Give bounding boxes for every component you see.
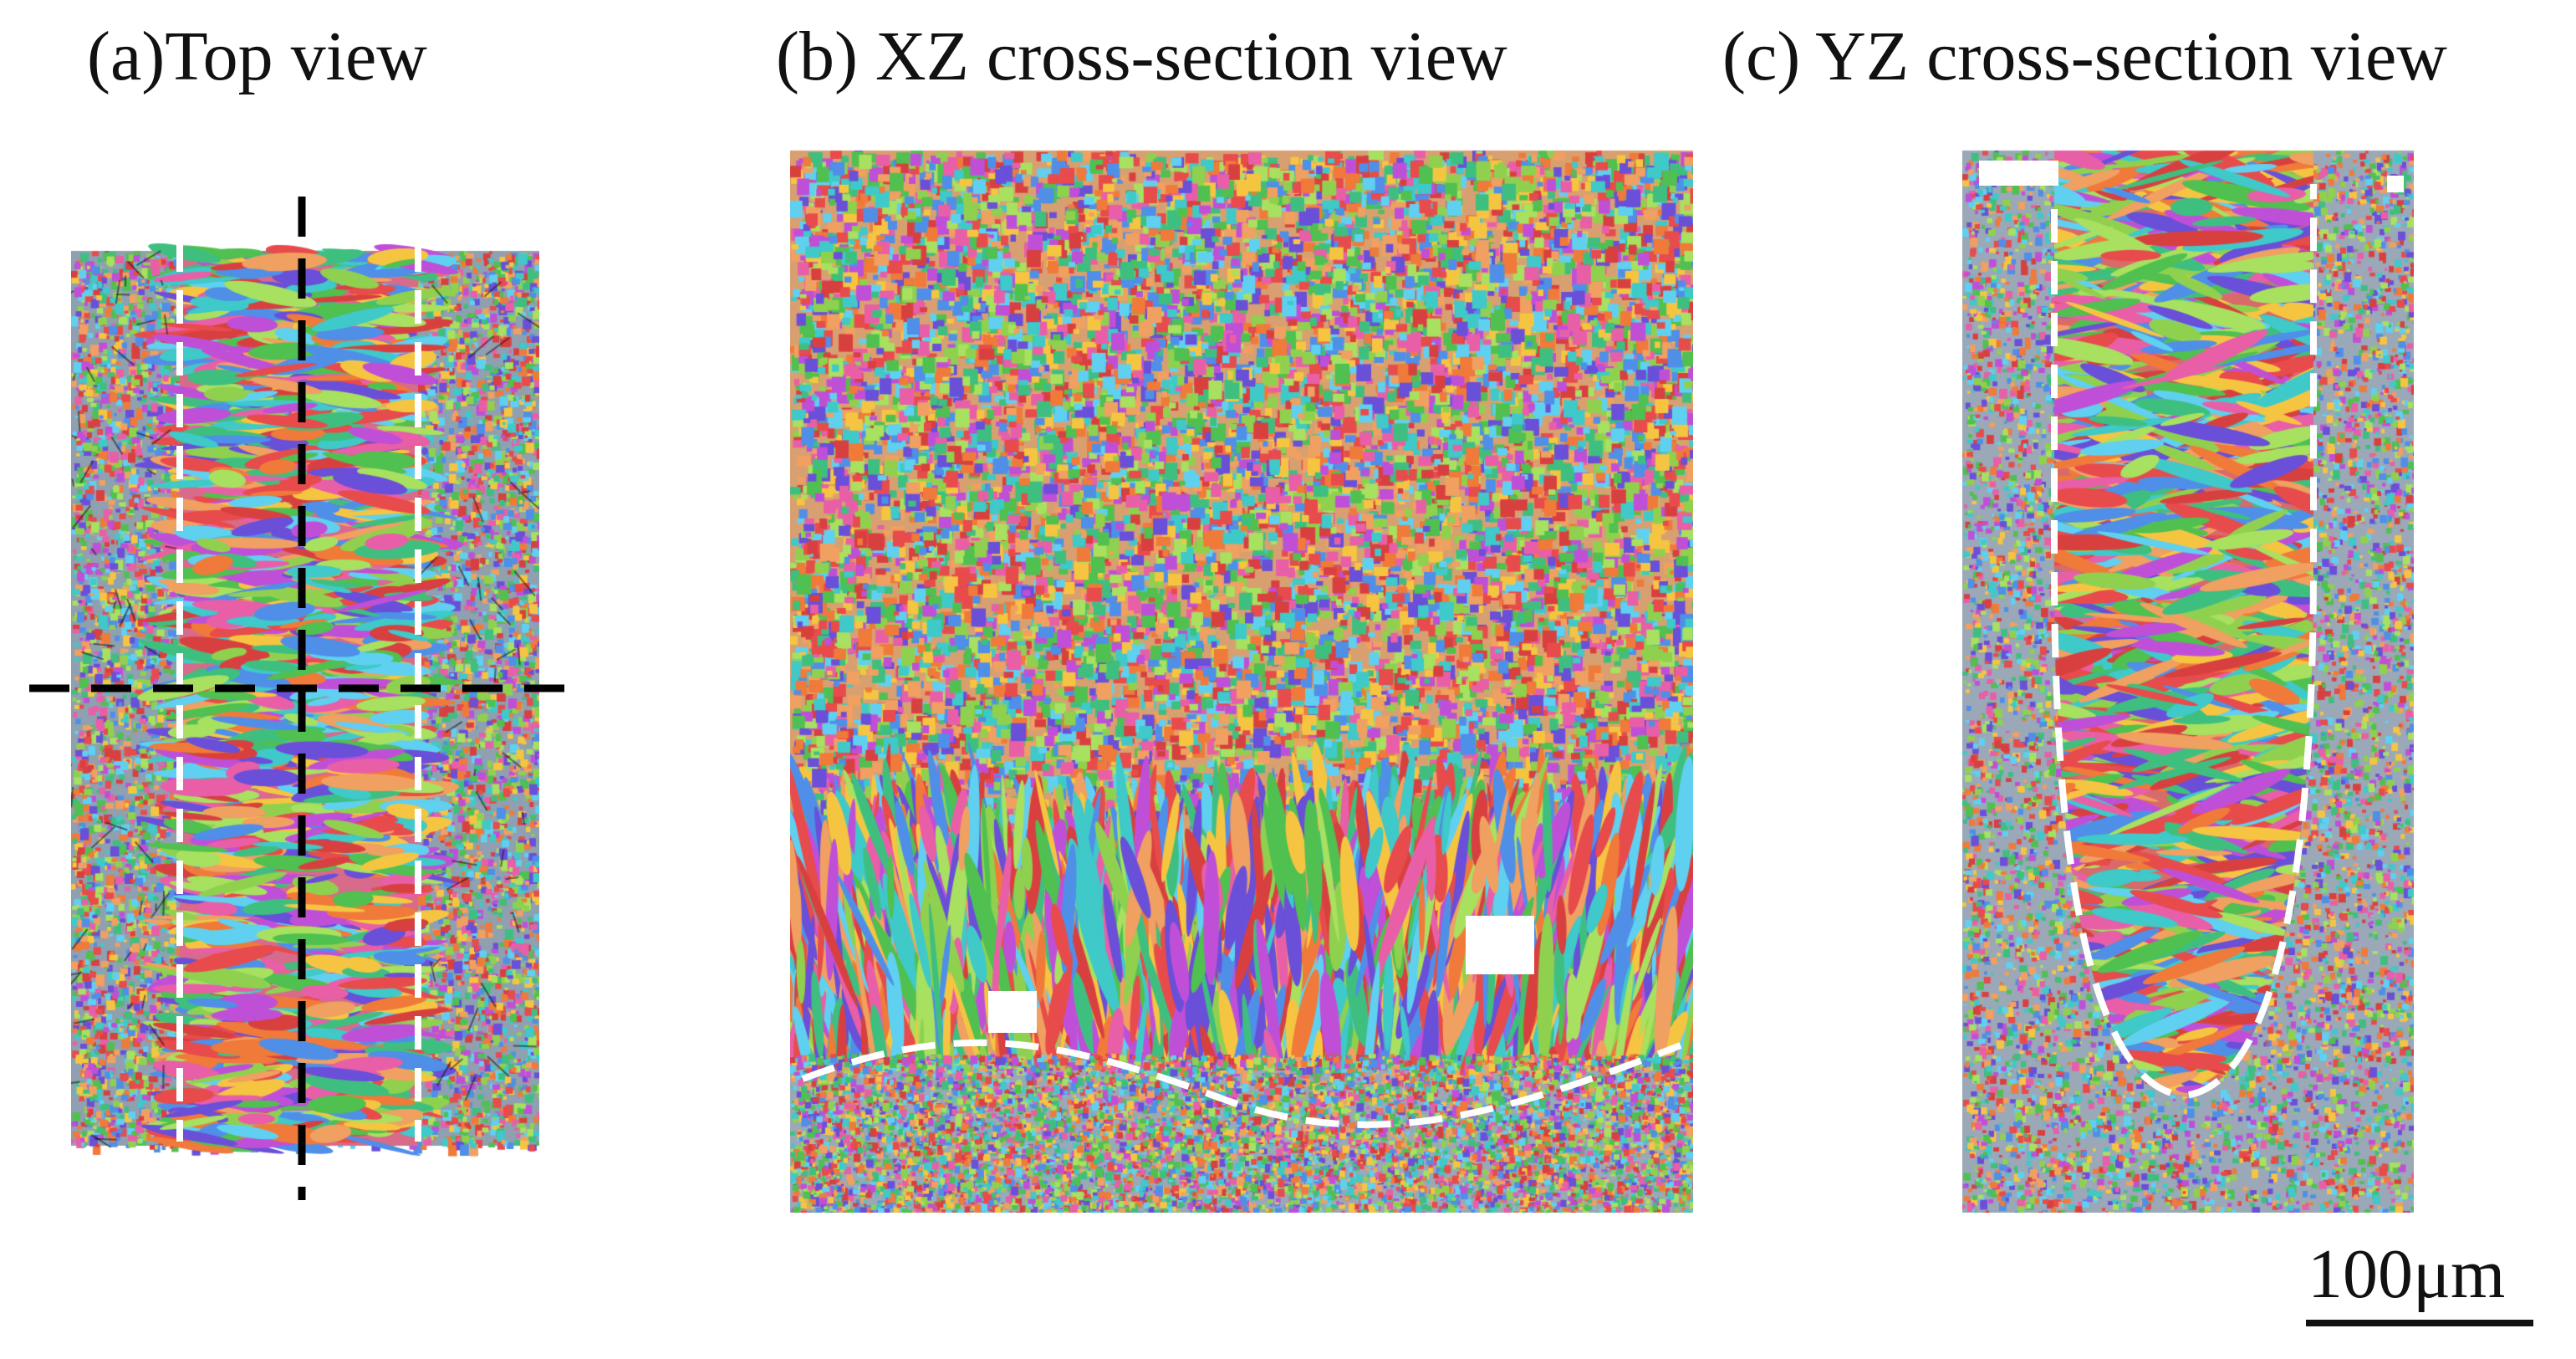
top-view-overlay bbox=[29, 197, 569, 1200]
yz-view-overlay bbox=[1979, 161, 2404, 1100]
xz-view-overlay bbox=[801, 916, 1682, 1128]
panel-c-title: (c) YZ cross-section view bbox=[1722, 18, 2447, 95]
xz-cross-section-grain-map bbox=[790, 134, 1693, 1213]
fusion-boundary-curve bbox=[801, 1039, 1682, 1128]
melt-pool-boundary bbox=[2051, 184, 2317, 1100]
void-marker-top-right bbox=[2387, 176, 2404, 192]
yz-view-canvas bbox=[1962, 134, 2414, 1213]
yz-cross-section-grain-map bbox=[1962, 134, 2414, 1213]
scale-bar-label: 100μm bbox=[2308, 1235, 2506, 1313]
xz-view-canvas bbox=[790, 134, 1693, 1213]
void-marker-left bbox=[988, 991, 1037, 1033]
void-marker-top-left bbox=[1979, 161, 2058, 186]
void-marker-right bbox=[1466, 916, 1534, 974]
scale-bar bbox=[2306, 1320, 2533, 1326]
panel-b-title: (b) XZ cross-section view bbox=[776, 18, 1507, 95]
top-view-grain-map bbox=[29, 197, 569, 1200]
panel-a-title: (a)Top view bbox=[87, 18, 427, 95]
